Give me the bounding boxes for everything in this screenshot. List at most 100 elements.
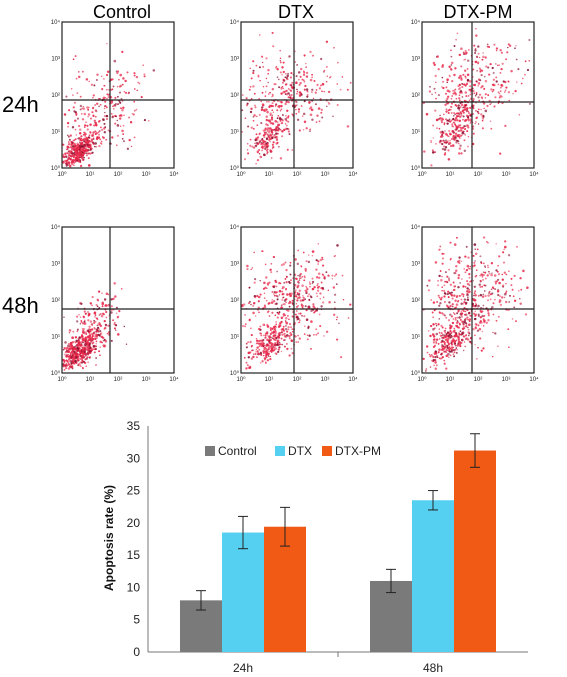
x-tick-label: 10² <box>114 172 123 178</box>
x-tick-label: 10⁴ <box>169 376 179 383</box>
y-axis-label: Apoptosis rate (%) <box>102 485 116 591</box>
x-tick-label: 10⁰ <box>57 171 67 178</box>
y-tick-label: 10³ <box>51 262 60 268</box>
scatter-dots <box>62 282 128 371</box>
legend-label: DTX <box>288 444 312 458</box>
x-tick-label: 10² <box>474 172 483 178</box>
x-tick-label: 10³ <box>502 172 511 178</box>
y-tick-label: 10¹ <box>411 130 420 136</box>
column-title-control: Control <box>93 2 151 22</box>
x-tick-label: 10⁰ <box>57 376 67 383</box>
y-tick-label: 10² <box>230 93 239 99</box>
y-tick-label: 10² <box>230 298 239 304</box>
x-tick-label: 10² <box>474 377 483 383</box>
y-tick-label: 10² <box>51 298 60 304</box>
x-tick-label: 10⁰ <box>236 376 246 383</box>
x-tick-label: 10² <box>293 377 302 383</box>
y-tick-label: 10⁴ <box>51 19 61 26</box>
y-tick-label: 20 <box>127 516 141 530</box>
error-bar <box>238 515 248 550</box>
x-tick-label: 10³ <box>321 172 330 178</box>
x-tick-label: 10³ <box>142 377 151 383</box>
y-tick-label: 30 <box>127 451 141 465</box>
legend-label: DTX-PM <box>335 444 381 458</box>
x-tick-label: 10⁴ <box>348 376 358 383</box>
x-tick-label: 10¹ <box>265 172 274 178</box>
y-tick-label: 10⁰ <box>411 370 421 377</box>
y-tick-label: 10⁴ <box>411 19 421 26</box>
x-tick-label: 10¹ <box>86 172 95 178</box>
y-tick-label: 10⁴ <box>230 224 240 231</box>
x-tick-label: 10⁰ <box>417 376 427 383</box>
error-bar <box>428 490 438 511</box>
scatter-panels: 10⁰10⁰10¹10¹10²10²10³10³10⁴10⁴10⁰10⁰10¹1… <box>51 19 539 383</box>
panel-frame <box>61 226 175 374</box>
y-tick-label: 10⁰ <box>51 370 61 377</box>
panel-frame <box>240 21 354 169</box>
y-tick-label: 10² <box>51 93 60 99</box>
scatter-dots <box>422 27 531 167</box>
x-tick-label: 10⁴ <box>169 171 179 178</box>
y-tick-label: 10⁰ <box>51 165 61 172</box>
y-tick-label: 10³ <box>411 262 420 268</box>
y-tick-label: 0 <box>133 645 140 659</box>
x-tick-label: 10¹ <box>446 377 455 383</box>
y-tick-label: 10² <box>411 298 420 304</box>
y-tick-label: 10¹ <box>51 130 60 136</box>
scatter-dots <box>62 42 156 168</box>
y-tick-label: 35 <box>127 419 141 433</box>
y-tick-label: 10⁰ <box>230 370 240 377</box>
flow-cytometry-panels: Control DTX DTX-PM 24h 48h 10⁰10⁰10¹10¹1… <box>2 2 539 383</box>
error-bar <box>196 590 206 611</box>
x-tick-label: 24h <box>233 661 253 675</box>
legend: Control DTX DTX-PM <box>205 444 381 458</box>
y-tick-label: 10³ <box>230 57 239 63</box>
y-tick-label: 10¹ <box>230 335 239 341</box>
bar-dtx-pm-24h <box>264 526 306 652</box>
bar-dtx-24h <box>222 532 264 652</box>
x-tick-label: 10⁰ <box>417 171 427 178</box>
x-tick-label: 48h <box>423 661 443 675</box>
x-tick-label: 10¹ <box>86 377 95 383</box>
y-tick-label: 15 <box>127 548 141 562</box>
x-tick-label: 10¹ <box>446 172 455 178</box>
y-tick-label: 10³ <box>411 57 420 63</box>
y-tick-label: 10⁴ <box>51 224 61 231</box>
y-tick-label: 10¹ <box>411 335 420 341</box>
x-tick-label: 10³ <box>502 377 511 383</box>
y-tick-label: 10² <box>411 93 420 99</box>
panel-frame <box>240 226 354 374</box>
y-tick-label: 10¹ <box>51 335 60 341</box>
x-tick-label: 10¹ <box>265 377 274 383</box>
y-tick-label: 25 <box>127 484 141 498</box>
y-tick-label: 5 <box>133 613 140 627</box>
legend-swatch <box>205 446 215 456</box>
error-bar <box>280 506 290 547</box>
scatter-dots <box>241 31 352 165</box>
x-tick-label: 10⁰ <box>236 171 246 178</box>
x-tick-label: 10⁴ <box>529 171 539 178</box>
y-tick-label: 10⁰ <box>411 165 421 172</box>
scatter-dots <box>422 236 529 372</box>
y-tick-label: 10 <box>127 580 141 594</box>
legend-swatch <box>322 446 332 456</box>
error-bar <box>470 433 480 468</box>
y-tick-label: 10³ <box>51 57 60 63</box>
legend-swatch <box>275 446 285 456</box>
y-tick-label: 10⁴ <box>411 224 421 231</box>
x-tick-label: 10³ <box>321 377 330 383</box>
row-title-48h: 48h <box>2 293 39 318</box>
bar-dtx-48h <box>412 500 454 652</box>
legend-label: Control <box>218 444 257 458</box>
error-bar <box>386 568 396 594</box>
bar-dtx-pm-48h <box>454 450 496 652</box>
legend-item-dtx: DTX <box>275 444 312 458</box>
y-tick-label: 10⁰ <box>230 165 240 172</box>
